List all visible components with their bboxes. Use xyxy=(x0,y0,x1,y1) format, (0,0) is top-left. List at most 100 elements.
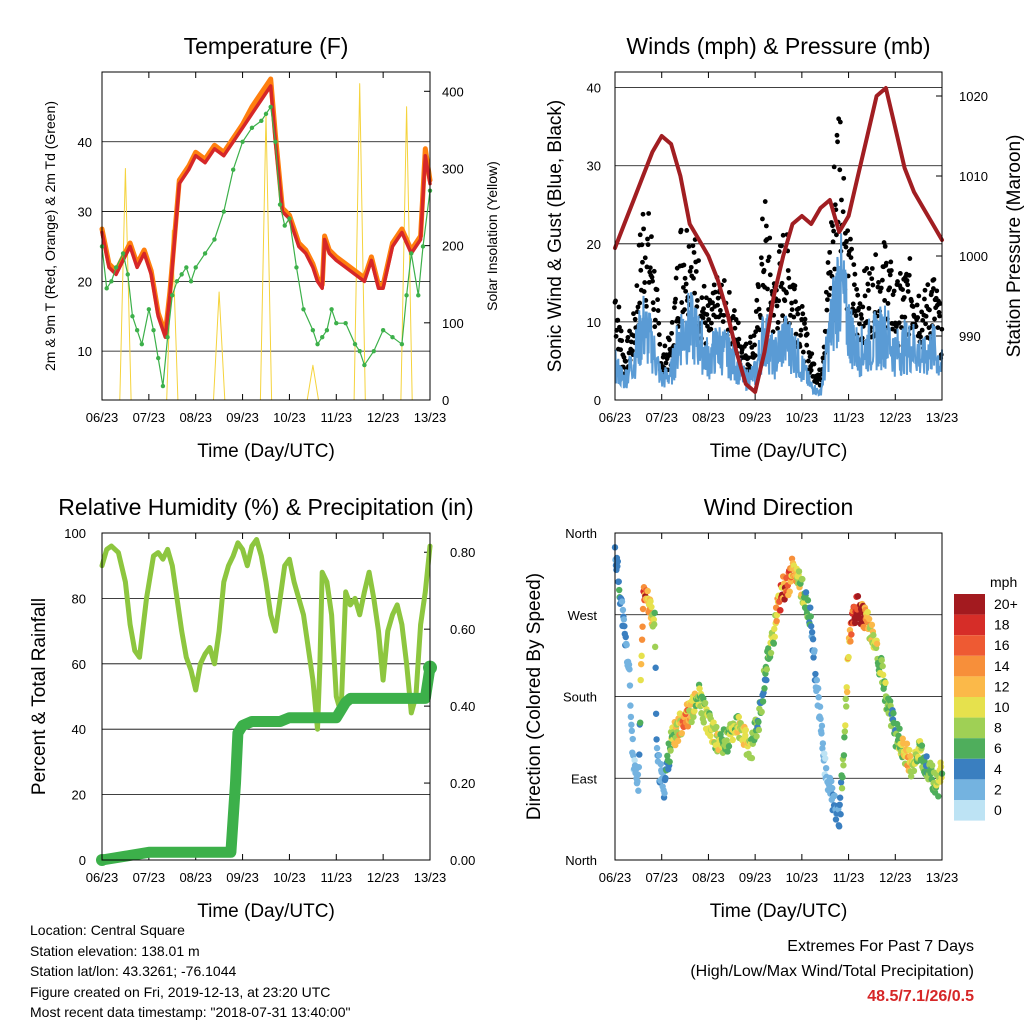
gust-point xyxy=(826,292,832,298)
gust-point xyxy=(805,358,811,364)
y2-axis-label: Solar Insolation (Yellow) xyxy=(484,161,500,311)
direction-point xyxy=(868,621,876,629)
gust-point xyxy=(869,276,875,282)
gust-point xyxy=(690,243,696,249)
gust-point xyxy=(839,197,844,203)
gust-point xyxy=(683,288,689,294)
gust-point xyxy=(888,259,894,265)
gust-point xyxy=(832,202,838,208)
direction-point xyxy=(615,578,622,585)
colorbar-label: 18 xyxy=(994,617,1010,633)
gust-point xyxy=(904,278,910,283)
x-tick-label: 13/23 xyxy=(414,410,447,425)
x-tick-label: 08/23 xyxy=(179,870,212,885)
gust-point xyxy=(786,275,792,281)
gust-point xyxy=(704,312,710,317)
gust-point xyxy=(850,301,856,307)
gust-point xyxy=(672,305,677,311)
colorbar-label: 16 xyxy=(994,637,1010,653)
x-tick-label: 13/23 xyxy=(414,870,447,885)
colorbar-label: 0 xyxy=(994,802,1002,818)
gust-point xyxy=(686,244,692,249)
gust-point xyxy=(876,280,881,285)
gust-point xyxy=(645,242,651,248)
direction-point xyxy=(707,732,714,740)
direction-point xyxy=(923,753,930,760)
direction-point xyxy=(696,685,703,692)
x-tick-label: 07/23 xyxy=(645,410,678,425)
gust-point xyxy=(766,254,772,260)
direction-point xyxy=(837,779,845,786)
gust-point xyxy=(919,327,925,333)
colorbar-swatch xyxy=(954,800,985,821)
colorbar-swatch xyxy=(954,655,985,677)
gust-point xyxy=(927,307,932,313)
direction-point xyxy=(653,744,661,752)
gust-point xyxy=(683,281,689,287)
x-tick-label: 12/23 xyxy=(367,870,400,885)
direction-point xyxy=(618,598,626,605)
direction-point xyxy=(817,715,824,723)
gust-point xyxy=(849,246,854,252)
y2-tick-label: 990 xyxy=(959,329,981,344)
gust-point xyxy=(679,300,685,305)
y-tick-label: 40 xyxy=(78,135,92,150)
extremes-value: 48.5/7.1/26/0.5 xyxy=(867,988,974,1005)
gust-point xyxy=(800,349,806,355)
gust-point xyxy=(909,298,914,304)
direction-point xyxy=(836,823,843,830)
gust-point xyxy=(641,226,646,232)
x-tick-label: 11/23 xyxy=(320,870,352,885)
direction-point xyxy=(815,685,822,692)
gust-point xyxy=(920,317,926,323)
gust-point xyxy=(834,132,840,138)
gust-point xyxy=(640,211,646,217)
gust-point xyxy=(857,321,862,327)
gust-point xyxy=(651,307,657,312)
y-tick-label: 60 xyxy=(72,657,86,672)
gust-point xyxy=(691,275,696,281)
direction-point xyxy=(755,726,763,734)
gust-point xyxy=(654,287,660,293)
direction-point xyxy=(840,762,847,769)
gust-point xyxy=(888,268,894,273)
x-tick-label: 09/23 xyxy=(226,410,259,425)
gust-point xyxy=(655,297,661,303)
y-tick-label: 10 xyxy=(78,344,92,359)
gust-point xyxy=(851,282,857,288)
gust-point xyxy=(669,319,675,325)
gust-point xyxy=(834,232,839,238)
gust-point xyxy=(923,321,928,327)
gust-point xyxy=(830,223,835,229)
gust-point xyxy=(832,266,838,272)
gust-point xyxy=(642,280,648,285)
gust-point xyxy=(936,310,942,315)
direction-point xyxy=(838,785,846,792)
gust-point xyxy=(645,236,650,242)
gust-point xyxy=(647,265,653,271)
gust-point xyxy=(721,312,727,318)
gust-point xyxy=(736,336,742,342)
gust-point xyxy=(837,167,843,173)
y2-tick-label: 100 xyxy=(442,316,464,331)
gust-point xyxy=(762,199,768,204)
gust-point xyxy=(789,307,795,312)
direction-point xyxy=(773,617,780,625)
direction-point xyxy=(819,740,827,747)
gust-point xyxy=(835,139,840,145)
direction-point xyxy=(627,702,634,709)
gust-point xyxy=(632,316,638,322)
y-tick-label: 30 xyxy=(78,205,92,220)
direction-point xyxy=(622,633,629,641)
gust-point xyxy=(666,337,672,343)
y2-axis-label: Station Pressure (Maroon) xyxy=(1004,135,1024,358)
gust-point xyxy=(669,330,675,336)
direction-point xyxy=(651,643,659,651)
gust-point xyxy=(795,311,801,317)
direction-point xyxy=(813,676,821,684)
x-tick-label: 12/23 xyxy=(367,410,400,425)
gust-point xyxy=(756,306,762,312)
gust-point xyxy=(906,272,912,278)
gust-point xyxy=(907,256,913,261)
x-axis-label: Time (Day/UTC) xyxy=(710,441,848,462)
